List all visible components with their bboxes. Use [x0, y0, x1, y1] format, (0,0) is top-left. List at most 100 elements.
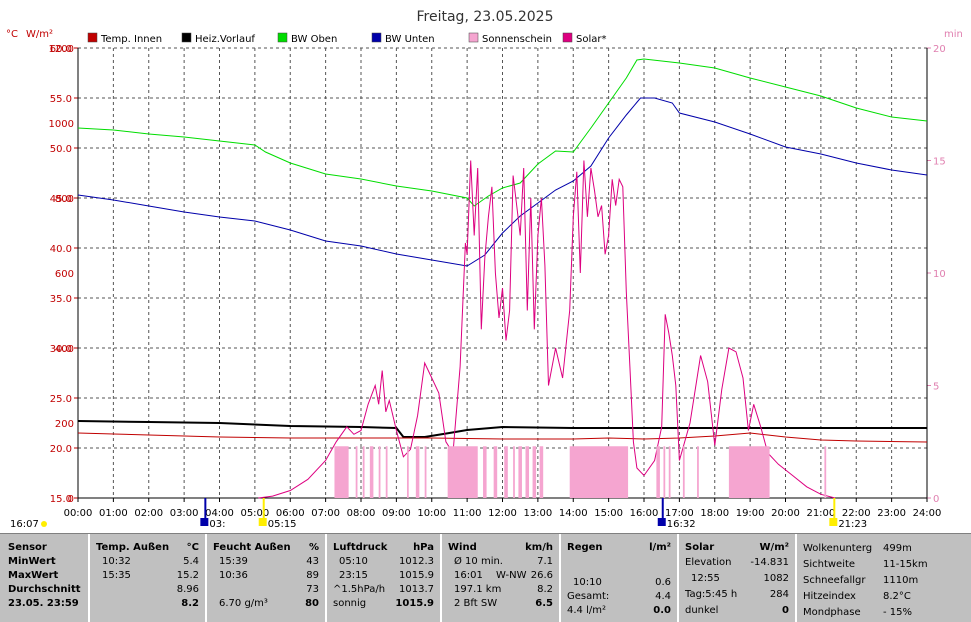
pressure-min-value: 1012.3 — [399, 556, 434, 567]
legend-label: Temp. Innen — [100, 34, 162, 45]
tick-label-min: 0 — [933, 494, 939, 505]
humidity-max-value: 89 — [306, 570, 319, 581]
heat-index-label: Hitzeindex — [803, 591, 856, 602]
wind-column: Wind km/h Ø 10 min. 7.1 16:01 W-NW 26.6 197.… — [440, 534, 559, 622]
sonnenschein-bar — [483, 446, 487, 498]
sonnenschein-bar — [513, 446, 515, 498]
solar-current-value: 0 — [782, 605, 789, 616]
temp-max-value: 15.2 — [176, 570, 199, 581]
wind-beaufort: 2 Bft SW — [454, 598, 498, 609]
sonnenschein-bar — [656, 446, 660, 498]
humidity-absolute: 6.70 g/m³ — [219, 598, 268, 609]
legend-swatch — [371, 32, 382, 43]
tick-label-solar: 600 — [55, 269, 74, 280]
tick-label-x: 20:00 — [771, 508, 800, 519]
tick-label-x: 08:00 — [347, 508, 376, 519]
sensor-column: Sensor MinWert MaxWert Durchschnitt 23.0… — [0, 534, 88, 622]
tick-label-x: 16:00 — [630, 508, 659, 519]
marker-icon — [200, 518, 209, 526]
tick-label-x: 21:00 — [806, 508, 835, 519]
sonnenschein-bar — [682, 446, 685, 498]
temp-current-value: 8.2 — [181, 598, 199, 609]
tick-label-temp: 20.0 — [50, 444, 72, 455]
legend-swatch — [87, 32, 98, 43]
sonnenschein-bar — [385, 446, 388, 498]
pressure-trend: ^1.5hPa/h — [333, 584, 386, 595]
tick-label-x: 24:00 — [913, 508, 942, 519]
sonnenschein-bar — [668, 446, 671, 498]
weather-chart: Freitag, 23.05.2025 °C W/m² min 60.0 55.0 50.0… — [6, 9, 963, 530]
tick-label-x: 01:00 — [99, 508, 128, 519]
sonnenschein-bar — [334, 446, 349, 498]
moon-phase-value: - 15% — [883, 607, 913, 618]
humidity-unit: % — [308, 542, 319, 553]
sonnenschein-bar — [406, 446, 409, 498]
legend-swatch — [468, 32, 479, 43]
tick-label-temp: 50.0 — [50, 144, 72, 155]
sonnenschein-bar — [525, 446, 530, 498]
tick-label-x: 11:00 — [453, 508, 482, 519]
wind-max-value: 26.6 — [530, 570, 553, 581]
sonnenschein-bar — [415, 446, 420, 498]
wind-header: Wind — [448, 542, 477, 553]
sonnenschein-bar — [569, 446, 629, 498]
tick-label-x: 14:00 — [559, 508, 588, 519]
temp-header: Temp. Außen — [96, 542, 170, 553]
legend-swatch — [181, 32, 192, 43]
tick-label-x: 00:00 — [64, 508, 93, 519]
solar-elevation-value: -14.831 — [750, 557, 789, 568]
y-axis-unit-celsius: °C — [6, 29, 18, 40]
pressure-current-value: 1015.9 — [395, 598, 434, 609]
marker-icon — [258, 518, 267, 526]
solar-state: dunkel — [685, 605, 719, 616]
sonnenschein-bar — [504, 446, 508, 498]
solar-header: Solar — [685, 542, 715, 553]
marker-icon — [657, 518, 666, 526]
visibility-value: 11-15km — [883, 559, 928, 570]
humidity-max-time: 10:36 — [219, 570, 248, 581]
tick-label-x: 18:00 — [700, 508, 729, 519]
sonnenschein-bar — [532, 446, 537, 498]
humidity-header: Feucht Außen — [213, 542, 291, 553]
rain-max-value: 0.6 — [655, 577, 671, 588]
sonnenschein-bar — [663, 446, 666, 498]
solar-max-time: 12:55 — [691, 573, 720, 584]
series-line-bw-unten — [77, 97, 928, 267]
temp-max-time: 15:35 — [102, 570, 131, 581]
humidity-column: Feucht Außen% 15:39 43 10:36 89 73 6.70 g/… — [205, 534, 325, 622]
solar-max-value: 1082 — [763, 573, 789, 584]
rain-total-label: Gesamt: — [567, 591, 610, 602]
sonnenschein-bar — [378, 446, 381, 498]
sonnenschein-bar — [362, 446, 365, 498]
marker-label: 16:32 — [667, 519, 696, 530]
tick-label-x: 07:00 — [311, 508, 340, 519]
pressure-forecast: sonnig — [333, 598, 367, 609]
pressure-header: Luftdruck — [333, 542, 388, 553]
snowline-value: 1110m — [883, 575, 919, 586]
row-label-current: 23.05. 23:59 — [8, 598, 79, 609]
solar-daylength: Tag:5:45 h — [685, 589, 738, 600]
rain-header: Regen — [567, 542, 603, 553]
rain-max-time: 10:10 — [573, 577, 602, 588]
series-line-solar- — [258, 160, 836, 499]
y-axis-unit-wm2: W/m² — [26, 29, 53, 40]
solar-unit: W/m² — [759, 542, 789, 553]
wind-day-avg: 8.2 — [537, 584, 553, 595]
sensor-header: Sensor — [8, 542, 47, 553]
sonnenschein-bar — [369, 446, 374, 498]
sonnenschein-bar — [424, 446, 427, 498]
cloud-base-value: 499m — [883, 543, 912, 554]
y-axis-unit-min: min — [944, 29, 963, 40]
visibility-label: Sichtweite — [803, 559, 856, 570]
tick-label-temp: 30.0 — [50, 344, 72, 355]
tick-label-temp: 45.0 — [50, 194, 72, 205]
rain-sum: 4.4 l/m² — [567, 605, 606, 616]
wind-distance: 197.1 km — [454, 584, 502, 595]
temp-column: Temp. Außen °C 10:32 5.4 15:35 15.2 8.96 8.… — [88, 534, 205, 622]
legend-label: BW Oben — [291, 34, 337, 45]
humidity-avg-value: 73 — [306, 584, 319, 595]
rain-total-value: 4.4 — [655, 591, 671, 602]
tick-label-temp: 35.0 — [50, 294, 72, 305]
legend-label: Solar* — [576, 34, 606, 45]
tick-label-x: 15:00 — [594, 508, 623, 519]
